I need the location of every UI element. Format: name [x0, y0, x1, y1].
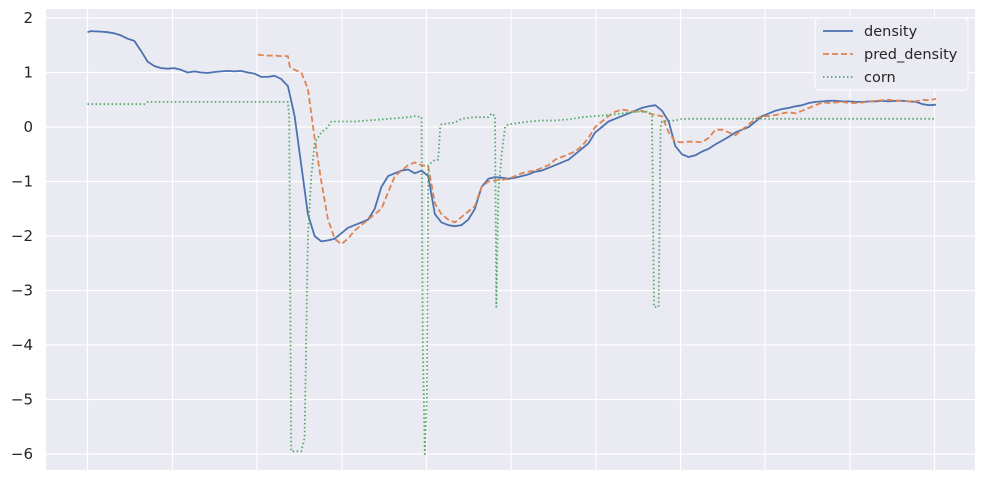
legend-box — [814, 17, 969, 91]
legend-label-density: density — [864, 24, 918, 40]
y-tick-label: −4 — [11, 336, 33, 354]
series-lines — [87, 30, 937, 455]
y-tick-label: −3 — [11, 282, 33, 300]
y-tick-label: −6 — [11, 445, 33, 463]
series-line-pred-density — [257, 53, 937, 246]
y-tick-label: 2 — [23, 9, 33, 27]
y-tick-label: 1 — [23, 64, 33, 82]
grid — [46, 9, 975, 470]
legend-label-corn: corn — [864, 70, 896, 86]
y-axis-ticks: 2 1 0 −1 −2 −3 −4 −5 −6 — [11, 9, 33, 463]
y-tick-label: −2 — [11, 227, 33, 245]
y-tick-label: −1 — [11, 173, 33, 191]
legend-label-pred-density: pred_density — [864, 47, 958, 63]
y-tick-label: −5 — [11, 391, 33, 409]
y-tick-label: 0 — [23, 118, 33, 136]
